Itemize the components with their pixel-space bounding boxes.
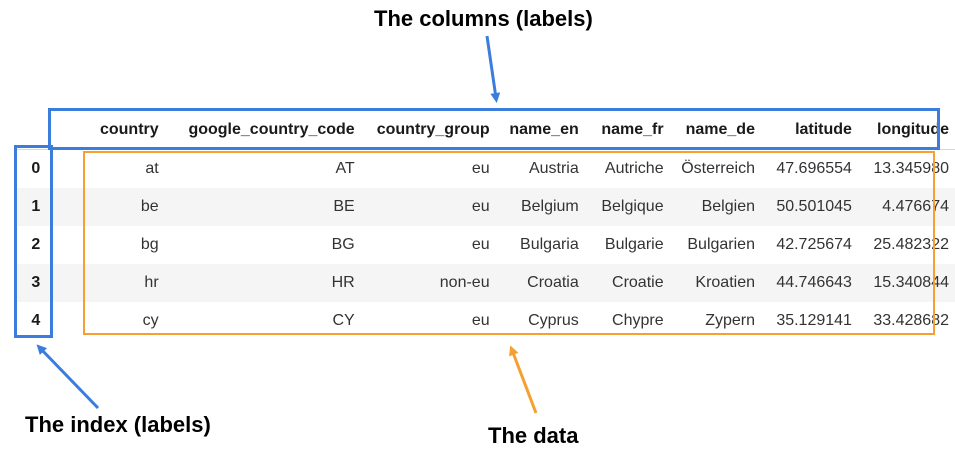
cell-name-de: Kroatien [669, 264, 761, 302]
cell-google-country-code: AT [335, 160, 355, 177]
cell-country-group: eu [471, 160, 490, 177]
cell-country: be [56, 188, 165, 226]
cell-name-fr: Bulgarie [604, 236, 664, 253]
table-row: 3 hr HR non-eu Croatia Croatie Kroatien … [15, 264, 955, 302]
cell-country-group: eu [360, 188, 496, 226]
cell-name-de: Bulgarien [687, 236, 755, 253]
cell-name-de: Zypern [705, 312, 755, 329]
cell-longitude: 4.476674 [857, 188, 955, 226]
cell-name-fr: Chypre [612, 312, 664, 329]
cell-country: at [145, 160, 159, 177]
cell-country-group: eu [471, 236, 490, 253]
cell-latitude: 47.696554 [776, 160, 852, 177]
index-arrow [36, 344, 100, 410]
cell-google-country-code: CY [332, 312, 355, 329]
cell-country: hr [56, 264, 165, 302]
cell-name-en: Bulgaria [520, 236, 579, 253]
index-label: 4 [31, 312, 41, 329]
cell-name-en: Belgium [495, 188, 585, 226]
cell-longitude: 15.340844 [857, 264, 955, 302]
cell-country-group: non-eu [360, 264, 496, 302]
cell-google-country-code: HR [164, 264, 361, 302]
index-annotation-label: The index (labels) [25, 412, 211, 437]
cell-google-country-code: BG [331, 236, 355, 253]
column-header-google-country-code: google_country_code [164, 111, 361, 150]
cell-longitude: 25.482322 [873, 236, 949, 253]
cell-latitude: 35.129141 [776, 312, 852, 329]
cell-latitude: 44.746643 [760, 264, 858, 302]
columns-highlight-box [48, 108, 940, 150]
table-row: 0 at AT eu Austria Autriche Österreich 4… [15, 150, 955, 189]
cell-latitude: 50.501045 [760, 188, 858, 226]
index-label: 0 [31, 160, 41, 177]
cell-name-de: Belgien [669, 188, 761, 226]
cell-latitude: 42.725674 [776, 236, 852, 253]
column-header-row: country google_country_code country_grou… [15, 111, 955, 150]
data-annotation-label: The data [488, 423, 579, 448]
dataframe-table: country google_country_code country_grou… [15, 111, 955, 340]
cell-name-en: Cyprus [528, 312, 579, 329]
data-arrow [509, 345, 538, 414]
cell-name-fr: Belgique [584, 188, 670, 226]
cell-name-fr: Autriche [604, 160, 664, 177]
index-label: 3 [15, 264, 57, 302]
table-row: 2 bg BG eu Bulgaria Bulgarie Bulgarien 4… [15, 226, 955, 264]
column-header-country: country [56, 111, 165, 150]
column-header-name-de: name_de [669, 111, 761, 150]
data-highlight-box [83, 151, 935, 335]
cell-google-country-code: BE [164, 188, 361, 226]
cell-longitude: 13.345980 [873, 160, 949, 177]
index-highlight-box [14, 145, 53, 338]
cell-name-en: Croatia [495, 264, 585, 302]
index-label: 2 [31, 236, 41, 253]
cell-country: cy [142, 312, 159, 329]
index-label: 1 [15, 188, 57, 226]
table-row: 4 cy CY eu Cyprus Chypre Zypern 35.12914… [15, 302, 955, 340]
table-row: 1 be BE eu Belgium Belgique Belgien 50.5… [15, 188, 955, 226]
cell-country: bg [140, 236, 159, 253]
cell-longitude: 33.428682 [873, 312, 949, 329]
columns-arrow [485, 35, 501, 103]
cell-name-en: Austria [528, 160, 579, 177]
cell-name-de: Österreich [681, 160, 755, 177]
column-header-name-en: name_en [495, 111, 585, 150]
columns-annotation-label: The columns (labels) [374, 6, 593, 31]
column-header-name-fr: name_fr [584, 111, 670, 150]
cell-country-group: eu [471, 312, 490, 329]
cell-name-fr: Croatie [584, 264, 670, 302]
